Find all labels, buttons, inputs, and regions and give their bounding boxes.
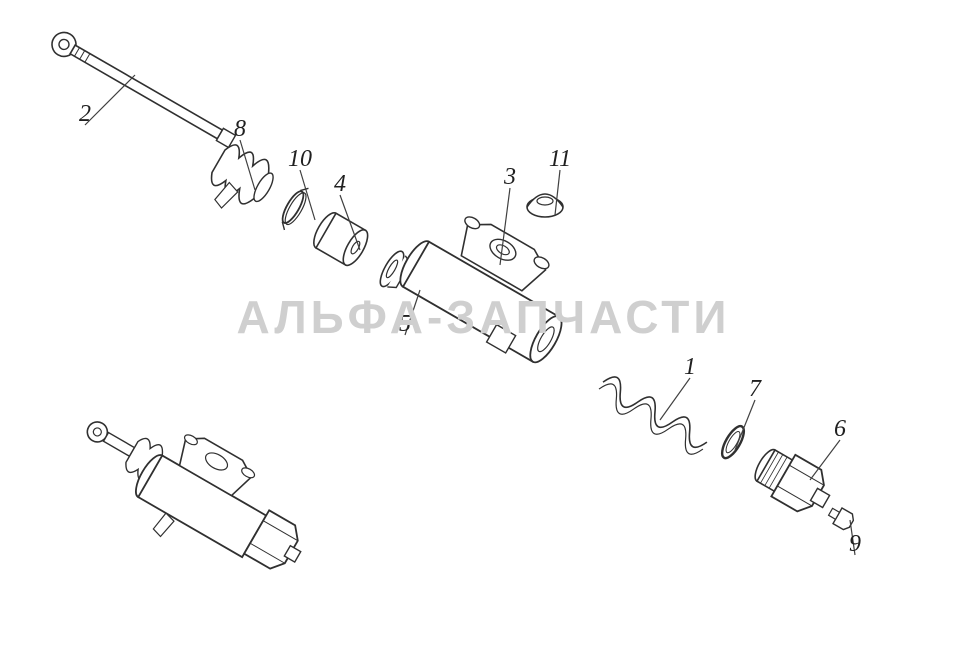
callout-leader (660, 378, 690, 420)
callout-leader (810, 440, 840, 480)
callout-leader (300, 170, 315, 220)
callout-number: 4 (334, 171, 346, 197)
part-rod (48, 28, 238, 152)
diagram-stage: АЛЬФА-ЗАПЧАСТИ (0, 0, 967, 654)
callout-leader (85, 75, 135, 125)
part-piston (309, 209, 372, 269)
callout-number: 2 (79, 101, 91, 127)
callout-number: 6 (834, 416, 846, 442)
callout-number: 5 (399, 311, 411, 337)
part-boot (199, 140, 281, 224)
part-cylinder-body (391, 197, 590, 372)
callout-number: 10 (288, 146, 312, 172)
callout-number: 11 (549, 146, 571, 172)
part-plug-cap (527, 194, 563, 217)
part-spring (594, 373, 713, 459)
callout-number: 7 (749, 376, 762, 402)
assembled-cylinder (59, 385, 326, 601)
callout-number: 1 (684, 354, 696, 380)
callout-number: 9 (849, 531, 861, 557)
diagram-svg: 1 2 3 4 5 6 7 8 9 10 11 (0, 0, 967, 654)
callout-number: 8 (234, 116, 246, 142)
callout-number: 3 (503, 164, 516, 190)
part-retaining-ring (276, 183, 313, 232)
part-hex-plug (748, 441, 839, 521)
callout-leader (735, 400, 755, 450)
